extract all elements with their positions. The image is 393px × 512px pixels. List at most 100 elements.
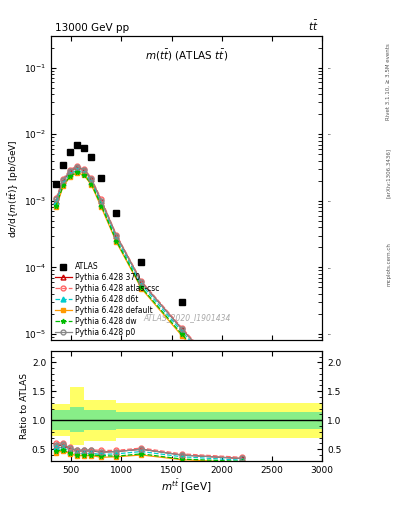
ATLAS bbox=[75, 142, 79, 148]
Bar bbox=[51, 404, 70, 436]
Pythia 6.428 dw bbox=[114, 238, 119, 244]
Pythia 6.428 d6t bbox=[61, 180, 66, 186]
Pythia 6.428 dw bbox=[82, 172, 86, 178]
Text: 13000 GeV pp: 13000 GeV pp bbox=[55, 23, 129, 33]
Pythia 6.428 p0 bbox=[82, 166, 86, 173]
Pythia 6.428 370 bbox=[139, 279, 144, 285]
Pythia 6.428 370 bbox=[68, 168, 73, 174]
Text: Rivet 3.1.10, ≥ 3.5M events: Rivet 3.1.10, ≥ 3.5M events bbox=[386, 43, 391, 120]
Pythia 6.428 default bbox=[54, 204, 59, 210]
Pythia 6.428 atlas-csc bbox=[89, 175, 94, 181]
ATLAS bbox=[54, 181, 59, 187]
Text: ATLAS_2020_I1901434: ATLAS_2020_I1901434 bbox=[143, 313, 230, 322]
Pythia 6.428 dw bbox=[139, 284, 144, 290]
Bar bbox=[51, 411, 70, 430]
ATLAS bbox=[89, 154, 94, 160]
Bar bbox=[84, 411, 116, 430]
Pythia 6.428 default bbox=[240, 399, 244, 405]
ATLAS bbox=[114, 210, 119, 217]
Pythia 6.428 dw bbox=[61, 182, 66, 188]
ATLAS bbox=[68, 148, 73, 155]
Pythia 6.428 atlas-csc bbox=[139, 278, 144, 284]
Line: Pythia 6.428 p0: Pythia 6.428 p0 bbox=[54, 164, 244, 398]
Pythia 6.428 p0 bbox=[240, 392, 244, 398]
Pythia 6.428 dw bbox=[179, 331, 184, 337]
Pythia 6.428 default bbox=[114, 239, 119, 245]
Pythia 6.428 atlas-csc bbox=[82, 165, 86, 172]
Pythia 6.428 atlas-csc bbox=[114, 231, 119, 238]
Pythia 6.428 370 bbox=[240, 392, 244, 398]
Bar bbox=[70, 387, 84, 444]
Pythia 6.428 atlas-csc bbox=[61, 176, 66, 182]
Y-axis label: $\mathrm{d}\sigma/\mathrm{d}\{m(t\bar{t})\}$ [pb/GeV]: $\mathrm{d}\sigma/\mathrm{d}\{m(t\bar{t}… bbox=[6, 139, 21, 238]
Pythia 6.428 370 bbox=[179, 326, 184, 332]
Text: mcplots.cern.ch: mcplots.cern.ch bbox=[386, 242, 391, 286]
Line: Pythia 6.428 370: Pythia 6.428 370 bbox=[54, 165, 244, 398]
Pythia 6.428 370 bbox=[61, 178, 66, 184]
Pythia 6.428 atlas-csc bbox=[99, 196, 104, 202]
Text: [arXiv:1306.3436]: [arXiv:1306.3436] bbox=[386, 148, 391, 198]
Text: $m(t\bar{t})$ (ATLAS $t\bar{t}$): $m(t\bar{t})$ (ATLAS $t\bar{t}$) bbox=[145, 48, 228, 63]
Pythia 6.428 d6t bbox=[179, 328, 184, 334]
Pythia 6.428 370 bbox=[99, 198, 104, 204]
Line: Pythia 6.428 d6t: Pythia 6.428 d6t bbox=[54, 167, 244, 400]
Pythia 6.428 dw bbox=[99, 202, 104, 208]
Pythia 6.428 d6t bbox=[54, 199, 59, 205]
Line: Pythia 6.428 atlas-csc: Pythia 6.428 atlas-csc bbox=[54, 163, 244, 397]
Pythia 6.428 p0 bbox=[61, 177, 66, 183]
Pythia 6.428 dw bbox=[54, 202, 59, 208]
ATLAS bbox=[61, 161, 66, 167]
Pythia 6.428 default bbox=[179, 332, 184, 338]
Legend: ATLAS, Pythia 6.428 370, Pythia 6.428 atlas-csc, Pythia 6.428 d6t, Pythia 6.428 : ATLAS, Pythia 6.428 370, Pythia 6.428 at… bbox=[55, 262, 159, 337]
Pythia 6.428 atlas-csc bbox=[54, 195, 59, 201]
Pythia 6.428 d6t bbox=[68, 170, 73, 177]
Line: ATLAS: ATLAS bbox=[53, 142, 245, 368]
Pythia 6.428 d6t bbox=[139, 282, 144, 288]
ATLAS bbox=[82, 145, 86, 151]
Pythia 6.428 p0 bbox=[75, 164, 79, 170]
Pythia 6.428 default bbox=[139, 286, 144, 292]
ATLAS bbox=[240, 361, 244, 368]
Pythia 6.428 d6t bbox=[82, 169, 86, 176]
Pythia 6.428 d6t bbox=[99, 201, 104, 207]
Pythia 6.428 dw bbox=[68, 173, 73, 179]
Pythia 6.428 d6t bbox=[75, 167, 79, 173]
Pythia 6.428 p0 bbox=[139, 279, 144, 285]
Pythia 6.428 p0 bbox=[89, 176, 94, 182]
Pythia 6.428 p0 bbox=[99, 198, 104, 204]
X-axis label: $m^{t\bar{t}}$ [GeV]: $m^{t\bar{t}}$ [GeV] bbox=[162, 477, 212, 495]
Pythia 6.428 370 bbox=[114, 232, 119, 239]
Bar bbox=[116, 403, 322, 438]
Pythia 6.428 dw bbox=[240, 397, 244, 403]
Bar bbox=[84, 400, 116, 440]
Pythia 6.428 default bbox=[75, 169, 79, 176]
ATLAS bbox=[139, 259, 144, 265]
Text: $t\bar{t}$: $t\bar{t}$ bbox=[308, 19, 318, 33]
Pythia 6.428 p0 bbox=[114, 232, 119, 239]
Pythia 6.428 atlas-csc bbox=[179, 325, 184, 331]
ATLAS bbox=[99, 175, 104, 181]
Pythia 6.428 d6t bbox=[114, 236, 119, 242]
Line: Pythia 6.428 default: Pythia 6.428 default bbox=[54, 170, 244, 404]
Pythia 6.428 p0 bbox=[54, 196, 59, 202]
Pythia 6.428 p0 bbox=[179, 326, 184, 332]
Pythia 6.428 370 bbox=[75, 164, 79, 170]
Pythia 6.428 370 bbox=[54, 198, 59, 204]
Bar bbox=[70, 408, 84, 432]
Pythia 6.428 default bbox=[89, 182, 94, 188]
Pythia 6.428 atlas-csc bbox=[240, 391, 244, 397]
Pythia 6.428 atlas-csc bbox=[75, 163, 79, 169]
Bar bbox=[116, 412, 322, 429]
Pythia 6.428 default bbox=[99, 204, 104, 210]
Pythia 6.428 dw bbox=[75, 169, 79, 175]
Pythia 6.428 d6t bbox=[240, 395, 244, 401]
Pythia 6.428 d6t bbox=[89, 179, 94, 185]
Pythia 6.428 370 bbox=[82, 167, 86, 173]
Line: Pythia 6.428 dw: Pythia 6.428 dw bbox=[54, 169, 244, 403]
Pythia 6.428 default bbox=[68, 174, 73, 180]
Pythia 6.428 370 bbox=[89, 176, 94, 182]
Pythia 6.428 dw bbox=[89, 181, 94, 187]
Pythia 6.428 atlas-csc bbox=[68, 166, 73, 173]
ATLAS bbox=[179, 299, 184, 305]
Pythia 6.428 default bbox=[61, 183, 66, 189]
